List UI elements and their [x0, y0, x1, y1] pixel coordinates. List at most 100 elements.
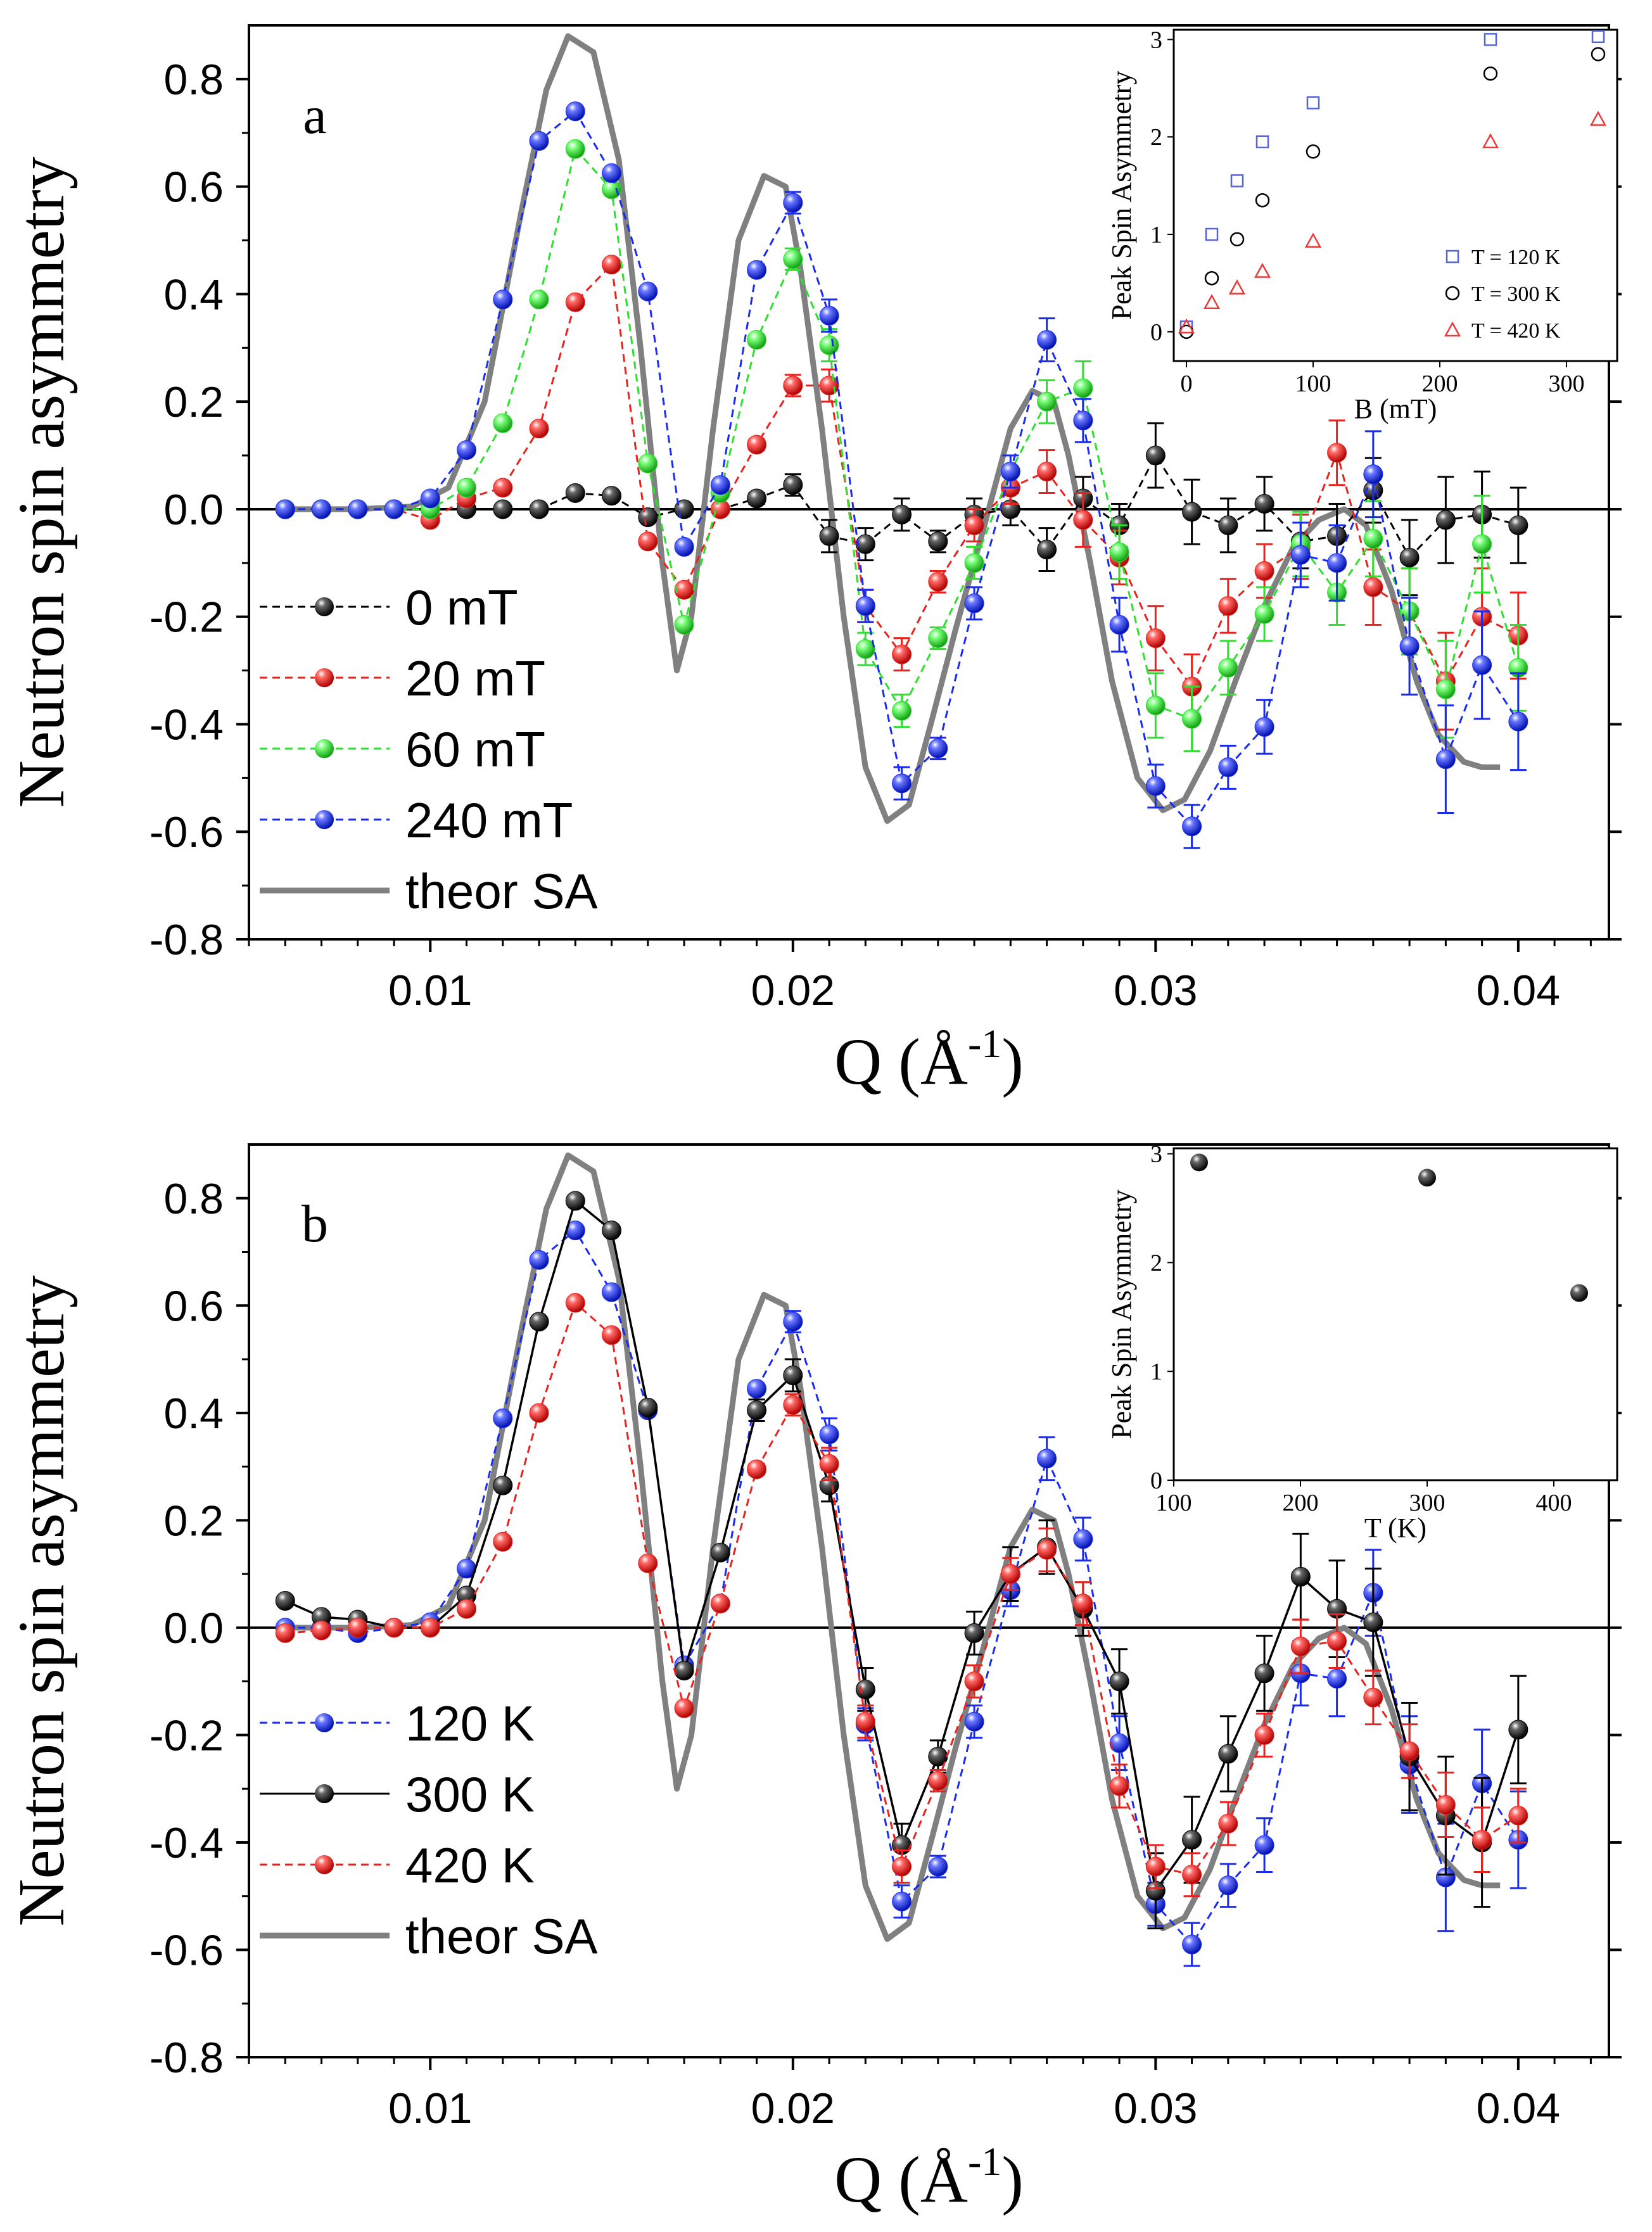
x-axis-title: Q (Å-1)	[834, 2139, 1024, 2216]
data-point	[1000, 1564, 1020, 1584]
data-point	[1182, 709, 1202, 729]
legend-label: 300 K	[405, 1766, 535, 1822]
data-point	[602, 163, 622, 183]
y-tick-label: 0.4	[163, 270, 224, 319]
data-point	[1145, 628, 1166, 649]
y-axis-title: Neutron spin asymmetry	[5, 1275, 78, 1926]
data-point	[710, 1542, 730, 1563]
legend-entry: 20 mT	[260, 650, 545, 706]
data-point	[1037, 1449, 1057, 1469]
legend-label: 20 mT	[405, 650, 545, 706]
inset-data-point	[1205, 227, 1219, 241]
legend-marker	[315, 1784, 334, 1803]
data-point	[1435, 749, 1456, 770]
data-point	[1073, 1594, 1093, 1614]
data-point	[1363, 577, 1383, 597]
data-point	[819, 1424, 839, 1445]
legend-entry: theor SA	[260, 1908, 598, 1964]
data-point	[1145, 1856, 1166, 1877]
series-240-mt	[275, 101, 1528, 849]
data-point	[928, 531, 948, 552]
data-point	[638, 281, 658, 301]
data-point	[493, 478, 513, 498]
data-point	[1508, 711, 1528, 732]
data-point	[1037, 540, 1057, 560]
data-point	[565, 1293, 585, 1313]
inset-y-tick-label: 2	[1150, 124, 1162, 151]
data-point	[529, 130, 549, 151]
inset-data-point	[1483, 66, 1498, 81]
inset-y-tick-label: 0	[1150, 319, 1162, 346]
data-point	[747, 260, 767, 280]
data-point	[1254, 1835, 1274, 1855]
data-point	[783, 475, 803, 495]
data-point	[1327, 553, 1347, 573]
data-point	[747, 1400, 767, 1421]
data-point	[747, 488, 767, 509]
inset-frame	[1172, 29, 1618, 362]
data-point	[565, 1191, 585, 1211]
inset-data-point	[1482, 133, 1499, 149]
data-point	[819, 526, 839, 546]
data-point	[420, 1618, 440, 1638]
data-point	[275, 1623, 295, 1643]
theory-curve	[285, 1152, 1501, 1942]
y-tick-label: 0.4	[163, 1390, 224, 1438]
data-point	[1254, 604, 1274, 624]
data-point	[638, 531, 658, 552]
data-point	[493, 1408, 513, 1428]
data-point	[674, 614, 694, 635]
y-tick-label: 0.0	[163, 486, 224, 534]
data-point	[493, 413, 513, 433]
data-point	[638, 1397, 658, 1417]
series-line	[285, 453, 1519, 559]
inset-legend: T = 120 K T = 300 K T = 420 K	[1444, 246, 1561, 343]
data-point	[1037, 391, 1057, 412]
inset-chart: 0 1 2 3 100 200 300 400 T (K) Peak Spin Asymmetry	[1106, 1141, 1618, 1544]
x-axis-title-main: Q (Å	[834, 1025, 968, 1098]
data-point	[1435, 1795, 1456, 1815]
data-point	[819, 335, 839, 355]
data-point	[819, 376, 839, 396]
data-point	[529, 1250, 549, 1270]
data-point	[1363, 529, 1383, 549]
data-point	[1435, 679, 1456, 699]
data-point	[892, 644, 912, 664]
data-point	[638, 1553, 658, 1573]
inset-legend-label: T = 300 K	[1471, 282, 1561, 306]
legend-entry: 240 mT	[260, 792, 573, 848]
inset-x-tick-label: 400	[1536, 1490, 1572, 1516]
inset-y-tick-label: 0	[1150, 1468, 1162, 1494]
legend: 120 K 300 K 420 K theor SA	[260, 1696, 598, 1964]
y-tick-label: -0.8	[149, 2034, 224, 2082]
data-point	[384, 499, 404, 519]
data-point	[312, 1620, 332, 1640]
legend: 0 mT 20 mT 60 mT 240 mT theor SA	[260, 580, 598, 919]
series-line	[285, 1301, 1519, 1876]
data-point	[1472, 655, 1492, 675]
data-point	[819, 1454, 839, 1474]
data-point	[855, 639, 875, 659]
data-point	[1254, 717, 1274, 737]
y-tick-label: -0.4	[149, 701, 224, 749]
data-point	[892, 504, 912, 524]
x-axis-title: Q (Å-1)	[834, 1021, 1024, 1098]
inset-x-tick-label: 100	[1295, 371, 1331, 397]
data-point	[928, 572, 948, 592]
data-point	[1363, 464, 1383, 485]
inset-x-tick-label: 100	[1156, 1490, 1192, 1516]
data-point	[819, 305, 839, 326]
data-point	[493, 1475, 513, 1495]
legend-entry: 120 K	[260, 1696, 535, 1751]
data-point	[1435, 510, 1456, 530]
y-axis-title: Neutron spin asymmetry	[5, 156, 78, 808]
data-point	[1254, 561, 1274, 581]
panel-letter: a	[303, 86, 326, 145]
data-point	[1073, 510, 1093, 530]
y-tick-label: 0.2	[163, 1497, 224, 1545]
y-tick-label: -0.6	[149, 808, 224, 856]
panel-letter: b	[302, 1195, 328, 1253]
data-point	[384, 1618, 404, 1638]
inset-x-tick-label: 300	[1549, 371, 1585, 397]
data-point	[1472, 1830, 1492, 1850]
